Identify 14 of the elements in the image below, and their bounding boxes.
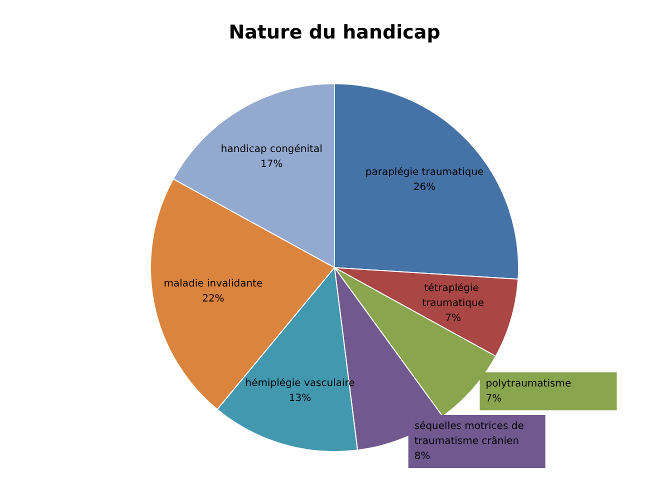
data-label: 7%	[486, 393, 502, 404]
slice-label: paraplégie traumatique	[365, 166, 484, 178]
data-label: 26%	[413, 182, 436, 193]
data-label: 8%	[414, 450, 430, 462]
slice-label: handicap congénital	[220, 144, 322, 156]
slice-label: polytraumatisme	[486, 378, 572, 390]
slice-label: maladie invalidante	[164, 278, 263, 290]
data-label: 7%	[445, 312, 462, 324]
chart-title: Nature du handicap	[228, 22, 440, 44]
slice-label: séquelles motrices de traumatisme crânien	[414, 420, 528, 447]
slice-label: tétraplégie traumatique	[422, 282, 484, 309]
data-label: 17%	[260, 159, 283, 170]
data-label: 22%	[202, 294, 224, 305]
data-label: 13%	[288, 392, 312, 404]
